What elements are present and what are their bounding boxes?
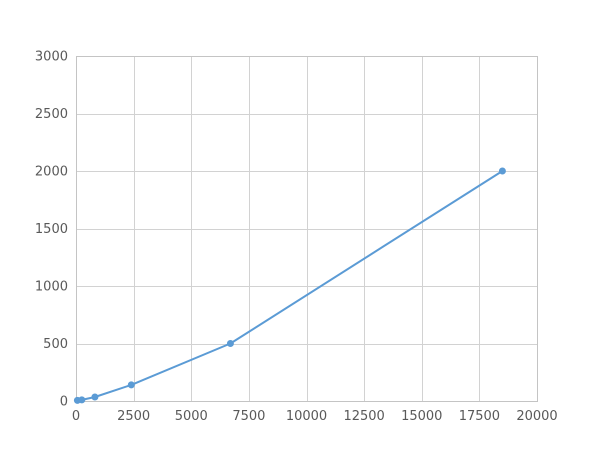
plot-border [76, 56, 538, 402]
y-tick-label: 2000 [35, 165, 68, 180]
x-tick-label: 5000 [175, 409, 208, 424]
data-point-marker [127, 381, 135, 389]
series-line [76, 170, 504, 402]
y-tick-label: 3000 [35, 50, 68, 65]
x-tick-label: 2500 [117, 409, 150, 424]
data-point-marker [498, 167, 506, 175]
x-tick-label: 20000 [516, 409, 557, 424]
x-tick-label: 17500 [459, 409, 500, 424]
y-tick-label: 2500 [35, 107, 68, 122]
y-tick-label: 500 [43, 337, 68, 352]
x-tick-label: 7500 [232, 409, 265, 424]
y-tick-label: 0 [60, 395, 68, 410]
y-tick-label: 1000 [35, 280, 68, 295]
x-tick-label: 12500 [343, 409, 384, 424]
x-tick-label: 0 [72, 409, 80, 424]
x-tick-label: 10000 [286, 409, 327, 424]
data-point-marker [78, 396, 86, 404]
data-point-marker [226, 340, 234, 347]
data-point-marker [91, 393, 99, 401]
y-tick-label: 1500 [35, 222, 68, 237]
x-tick-label: 15000 [401, 409, 442, 424]
